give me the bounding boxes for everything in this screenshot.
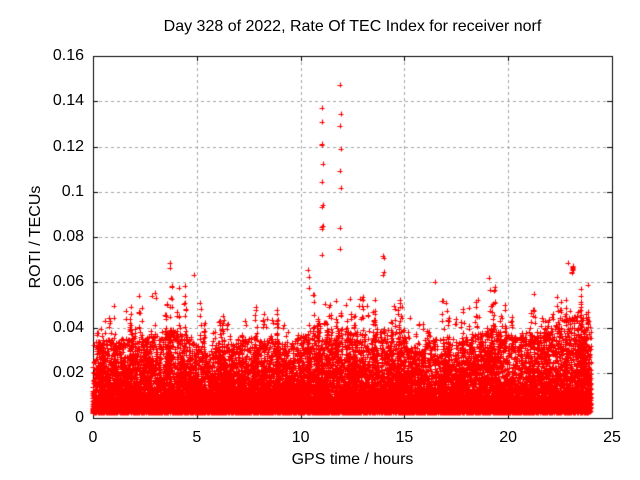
y-tick-label: 0.12: [52, 137, 84, 155]
x-tick-label: 15: [395, 429, 414, 446]
y-tick-label: 0.14: [52, 92, 84, 110]
y-tick-label: 0.08: [52, 228, 84, 245]
x-tick-label: 25: [603, 429, 621, 446]
x-tick-label: 10: [291, 429, 310, 446]
y-tick-label: 0: [75, 409, 84, 426]
x-tick-label: 5: [192, 429, 202, 446]
x-tick-label: 20: [499, 429, 518, 446]
y-tick-label: 0.06: [52, 273, 84, 291]
x-axis-label: GPS time / hours: [291, 451, 414, 468]
y-tick-label: 0.02: [52, 363, 84, 381]
y-tick-label: 0.1: [61, 182, 84, 200]
y-tick-label: 0.16: [52, 47, 84, 64]
chart-title: Day 328 of 2022, Rate Of TEC Index for r…: [163, 18, 542, 35]
y-tick-label: 0.04: [52, 318, 84, 336]
x-tick-label: 0: [88, 429, 98, 446]
